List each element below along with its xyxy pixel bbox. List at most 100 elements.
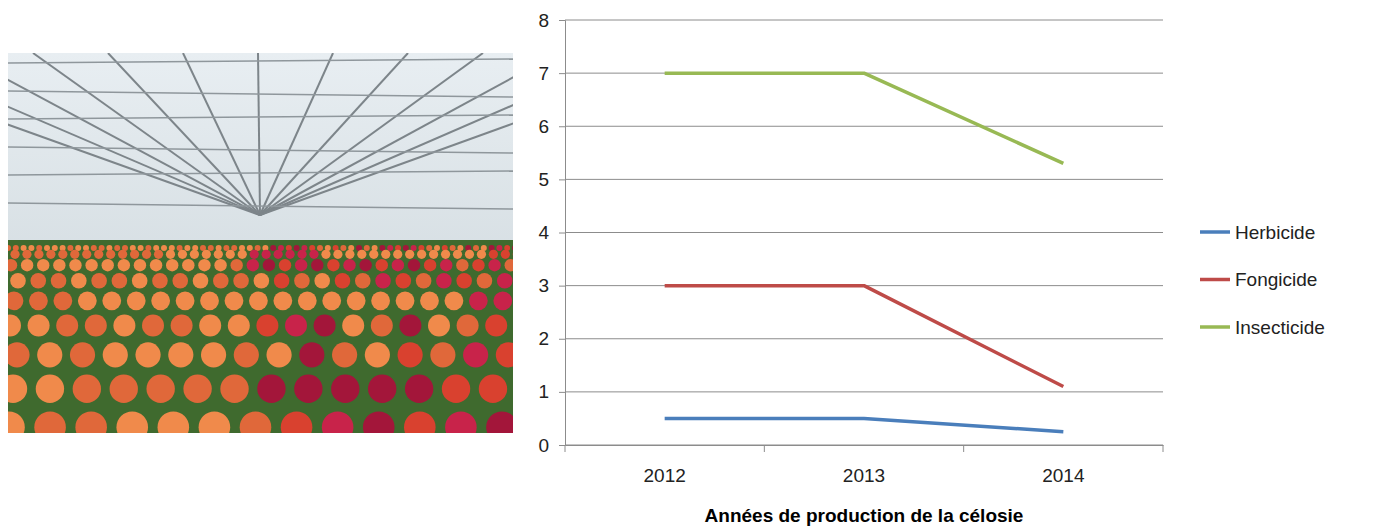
photo-flower <box>496 245 502 251</box>
photo-flower <box>158 411 190 433</box>
photo-flower <box>477 273 493 289</box>
photo-foliage <box>8 240 513 433</box>
photo-flower <box>445 291 464 310</box>
grid-line <box>565 126 1163 127</box>
photo-flower <box>51 273 67 289</box>
photo-flower <box>69 259 81 271</box>
photo-flower <box>420 291 439 310</box>
photo-flower <box>228 315 250 337</box>
photo-beam <box>258 53 260 215</box>
photo-beam <box>8 91 513 97</box>
photo-flower <box>396 273 412 289</box>
photo-flower <box>127 291 146 310</box>
photo-flower <box>183 375 211 403</box>
photo-flower <box>250 250 259 259</box>
photo-flower <box>453 250 462 259</box>
photo-flower <box>363 411 395 433</box>
x-tick-label: 2014 <box>1042 465 1085 486</box>
photo-beam <box>8 115 513 119</box>
legend-item: Insecticide <box>1200 317 1325 338</box>
x-boundary-tick <box>963 445 964 452</box>
legend-swatch <box>1200 325 1230 329</box>
photo-flower <box>10 250 19 259</box>
photo-flower <box>440 259 452 271</box>
photo-flower <box>198 259 210 271</box>
photo-flower <box>110 375 138 403</box>
y-tick: 6 <box>538 116 565 137</box>
photo-flower <box>257 375 285 403</box>
photo-flower <box>171 315 193 337</box>
photo-flower <box>405 250 414 259</box>
photo-flower <box>118 250 127 259</box>
series-line <box>665 418 1064 431</box>
photo-flower <box>53 259 65 271</box>
photo-flower <box>274 273 290 289</box>
photo-flower <box>493 291 512 310</box>
photo-flower <box>85 259 97 271</box>
photo-flower <box>263 259 275 271</box>
photo-beam <box>260 53 408 215</box>
grid-line <box>565 179 1163 180</box>
photo-flower <box>190 250 199 259</box>
photo-flower <box>321 250 330 259</box>
legend-swatch <box>1200 230 1230 234</box>
photo-flower <box>85 315 107 337</box>
photo-flower <box>28 245 34 251</box>
photo-flower <box>266 342 291 367</box>
photo-flower <box>281 411 313 433</box>
photo-flower <box>332 342 357 367</box>
photo-flower <box>335 273 351 289</box>
photo-flower <box>58 250 67 259</box>
photo-flower <box>201 342 226 367</box>
photo-flower <box>22 250 31 259</box>
y-tick-mark <box>559 126 565 127</box>
photo-flower <box>314 315 336 337</box>
photo-flower <box>152 273 168 289</box>
photo-flower <box>405 375 433 403</box>
photo-beam <box>33 53 260 215</box>
photo-flower <box>200 291 219 310</box>
y-tick: 7 <box>538 63 565 84</box>
photo-beam <box>8 53 260 215</box>
photo-flower <box>154 250 163 259</box>
photo-flower <box>226 250 235 259</box>
photo-flower <box>357 250 366 259</box>
photo-flower <box>91 273 107 289</box>
photo-flower <box>118 259 130 271</box>
grid-line <box>565 391 1163 392</box>
y-tick-label: 6 <box>538 116 549 137</box>
legend-label: Fongicide <box>1235 269 1317 290</box>
photo-flower <box>457 315 479 337</box>
photo-flower <box>364 245 370 251</box>
photo-flower <box>270 245 276 251</box>
photo-flower <box>371 315 393 337</box>
photo-flower <box>463 342 488 367</box>
photo-beam <box>260 53 513 215</box>
photo-flower <box>178 250 187 259</box>
photo-flower <box>297 250 306 259</box>
photo-flower <box>116 411 148 433</box>
photo-flower <box>8 315 21 337</box>
photo-flower <box>436 273 452 289</box>
photo-background <box>8 53 513 433</box>
photo-flower <box>512 245 513 251</box>
chart-canvas: 012345678201220132014Années de productio… <box>0 0 1380 532</box>
photo-flower <box>8 411 25 433</box>
photo-flower <box>485 315 507 337</box>
photo-flower <box>36 375 64 403</box>
x-boundary-tick <box>565 445 566 452</box>
photo-flower <box>8 259 17 271</box>
photo-flower <box>279 259 291 271</box>
photo-beam <box>8 203 513 209</box>
y-tick-label: 0 <box>538 435 549 456</box>
photo-flower <box>56 315 78 337</box>
photo-flower <box>294 245 300 251</box>
photo-flower <box>368 375 396 403</box>
photo-flower <box>161 245 167 251</box>
photo-flower <box>113 315 135 337</box>
photo-beam <box>260 53 333 215</box>
photo-flower <box>233 273 249 289</box>
photo-flower <box>8 245 11 251</box>
photo-flower <box>172 273 188 289</box>
y-tick: 0 <box>538 435 565 456</box>
